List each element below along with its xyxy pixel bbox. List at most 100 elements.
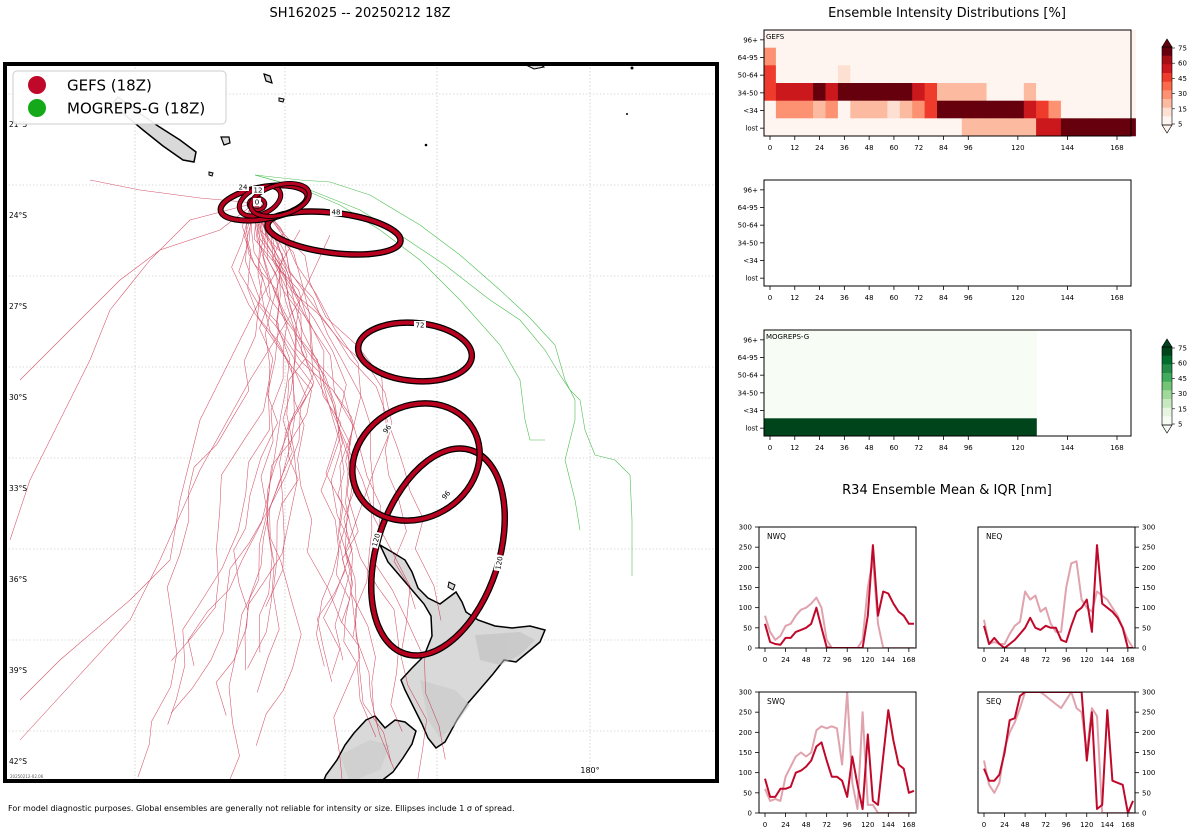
r34-panel-nwq: NWQ 0 50 100 150 200 250 300 0 24 48 72 96 120 144 168 [739,524,917,664]
heatmap-cell [1023,100,1037,119]
heatmap-cell [763,83,777,101]
legend-label-gefs: GEFS (18Z) [67,77,152,95]
r34-x-tick-label: 144 [1101,821,1115,829]
heatmap-cell [949,100,963,119]
heatmap-cell [875,400,888,419]
ellipse-label-96a: 96 [380,421,394,437]
ellipse-96h [349,400,483,524]
x-tick-label: 84 [939,444,948,452]
heatmap-cell [937,83,950,101]
gefs-track [167,202,283,725]
heatmap-cell [763,418,777,437]
r34-mean-line [983,544,1133,648]
heatmap-cell [850,100,864,119]
x-tick-label: 36 [840,444,849,452]
row-label: lost [745,125,758,133]
heatmap-cell [875,365,888,384]
heatmap-cell [1122,118,1136,137]
heatmap-cell [837,365,851,384]
heatmap-cell [1036,47,1050,66]
r34-y-tick-label: 150 [739,749,752,757]
gefs-track [233,202,280,611]
r34-x-tick-label: 120 [1080,656,1093,664]
heatmap-cell [961,83,975,101]
heatmap-cell [825,47,839,66]
heatmap-cell [862,418,876,437]
r34-title: R34 Ensemble Mean & IQR [nm] [842,483,1052,498]
island-small-2 [208,171,214,177]
lon-label-180: 180° [580,766,599,775]
heatmap-cell [974,100,988,119]
heatmap-cell [999,418,1012,437]
r34-y-tick-label: 200 [1142,729,1155,737]
heatmap-cell [1073,65,1087,84]
heatmap-cell [887,65,901,84]
heatmap-cell [937,30,950,48]
heatmap-cell [961,365,975,384]
ellipse-label-120b: 120 [493,554,505,572]
island-loyalty-2 [263,73,273,84]
heatmap-cell [1023,118,1037,137]
heatmap-cell [813,365,827,384]
r34-plot-area [764,692,915,813]
r34-x-tick-label: 96 [843,656,852,664]
intensity-colorbars: 75 60 45 30 15 5 75 60 45 30 15 5 [1161,38,1187,434]
x-tick-label: 24 [815,294,824,302]
heatmap-cell [924,347,938,366]
svg-text:72: 72 [416,322,425,330]
nz-north-island [378,543,547,750]
colorbar-extend-top [1161,338,1173,348]
r34-x-tick-label: 0 [763,821,767,829]
heatmap-cell [949,330,963,348]
heatmap-cell [1060,118,1074,137]
colorbar-segment [1162,381,1172,391]
heatmap-cell [986,365,1000,384]
gefs-track [255,204,350,624]
r34-x-tick-label: 168 [1121,656,1134,664]
heatmap-cell [1048,100,1062,119]
r34-y-tick-label: 150 [1142,584,1155,592]
heatmap-cell [1085,118,1099,137]
r34-x-tick-label: 120 [861,821,874,829]
heatmap-cell [788,365,802,384]
heatmap-cell [788,400,802,419]
heatmap-cell [1060,83,1074,101]
r34-x-tick-label: 168 [902,656,915,664]
heatmap-cell [775,330,789,348]
r34-y-tick-label: 50 [1142,789,1151,797]
r34-mean-line [764,709,915,810]
heatmap-cell [825,65,839,84]
heatmap-cell [974,118,988,137]
svg-text:12: 12 [254,187,263,195]
x-tick-label: 48 [865,444,874,452]
panel-name: GEFS [766,33,785,41]
heatmap-cell [887,47,901,66]
r34-y-tick-label: 0 [1142,645,1146,653]
r34-y-tick-label: 200 [739,564,752,572]
x-tick-label: 168 [1110,144,1123,152]
row-label: 34-50 [738,89,758,97]
r34-quadrant-label: SEQ [986,697,1001,706]
r34-y-tick-label: 100 [739,604,752,612]
heatmap-cell [1110,65,1124,84]
heatmap-cell [850,365,864,384]
heatmap-cell [887,418,901,437]
heatmap-cell [875,65,888,84]
heatmap-cell [1073,100,1087,119]
gefs-track [170,204,290,714]
r34-y-tick-label: 0 [1142,810,1146,818]
heatmap-cell [1011,30,1025,48]
heatmap-cell [1011,400,1025,419]
heatmap-cell [763,118,777,137]
heatmap-cell [1023,330,1037,348]
heatmap-cell [999,330,1012,348]
colorbar-tick-label: 15 [1178,105,1187,113]
heatmap-cell [850,418,864,437]
gefs-track [252,200,446,760]
x-tick-label: 24 [815,144,824,152]
r34-x-tick-label: 144 [882,656,896,664]
colorbar-segment [1162,55,1172,65]
x-tick-label: 72 [914,294,923,302]
heatmap-cell [1073,30,1087,48]
